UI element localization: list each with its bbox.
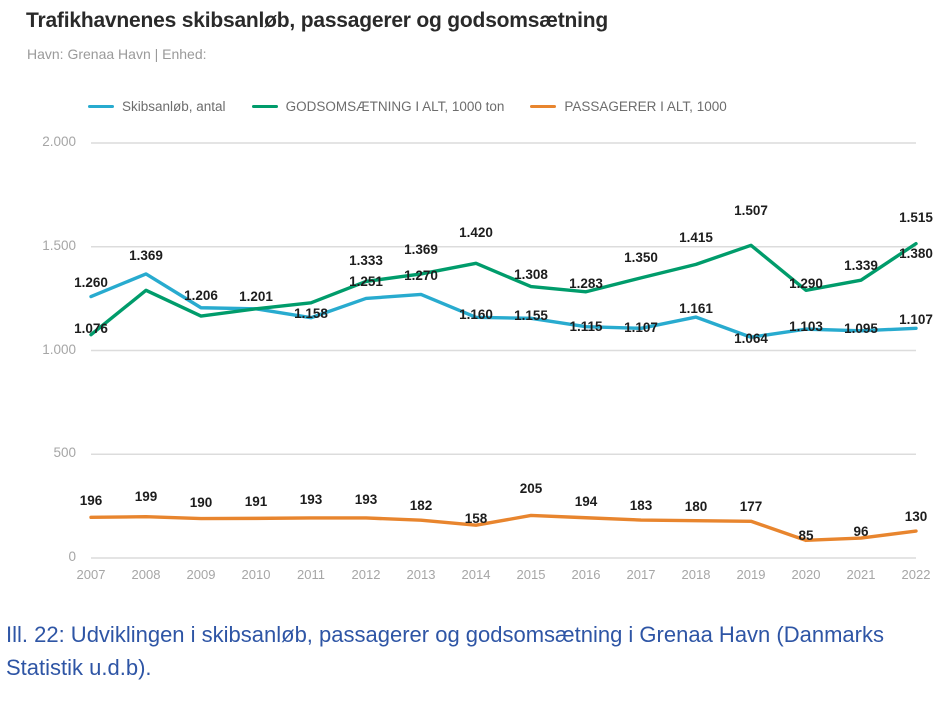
line-swatch-icon: [530, 105, 557, 108]
x-axis-tick-label: 2015: [516, 567, 546, 582]
chart-svg: [89, 142, 918, 559]
plot-area: 0 500 1.000 1.500 2.000 2007 2008 2009 2010 2011 2…: [42, 134, 933, 582]
data-point-label: 1.283: [569, 275, 603, 291]
x-axis-tick-label: 2017: [626, 567, 656, 582]
x-axis-tick-label: 2013: [406, 567, 436, 582]
data-point-label: 96: [853, 524, 869, 540]
data-point-label: 1.333: [349, 253, 383, 269]
data-point-label: 199: [134, 488, 158, 504]
data-point-label: 1.161: [679, 301, 713, 317]
chart-title: Trafikhavnenes skibsanløb, passagerer og…: [26, 9, 609, 32]
legend-label: PASSAGERER I ALT, 1000: [564, 99, 727, 114]
data-point-label: 1.107: [624, 320, 658, 336]
data-point-label: 190: [189, 494, 213, 510]
x-axis-tick-label: 2021: [846, 567, 876, 582]
data-point-label: 1.095: [844, 320, 878, 336]
x-axis-tick-label: 2012: [351, 567, 381, 582]
data-point-label: 130: [904, 509, 928, 525]
chart-card: Trafikhavnenes skibsanløb, passagerer og…: [26, 9, 933, 582]
data-point-label: 205: [519, 481, 543, 497]
chart-subtitle: Havn: Grenaa Havn | Enhed:: [27, 46, 207, 62]
data-point-label: 1.115: [569, 318, 603, 334]
y-axis-tick-label: 2.000: [42, 134, 76, 149]
data-point-label: 1.251: [349, 274, 383, 290]
chart-legend: Skibsanløb, antal GODSOMSÆTNING I ALT, 1…: [88, 99, 727, 114]
data-point-label: 1.380: [899, 245, 933, 261]
data-point-label: 1.308: [514, 266, 548, 282]
data-point-label: 1.260: [74, 274, 108, 290]
x-axis-tick-label: 2010: [241, 567, 271, 582]
data-line-skibsanløb: [89, 272, 918, 339]
data-line-passagerer: [89, 513, 918, 543]
x-axis-tick-label: 2018: [681, 567, 711, 582]
x-axis-tick-label: 2014: [461, 567, 491, 582]
legend-label: Skibsanløb, antal: [122, 99, 226, 114]
data-point-label: 158: [464, 511, 488, 527]
y-axis-tick-label: 0: [68, 549, 76, 564]
data-point-label: 194: [574, 493, 598, 509]
line-swatch-icon: [88, 105, 114, 108]
y-axis-tick-label: 500: [53, 445, 76, 461]
data-point-label: 1.507: [734, 203, 768, 219]
data-point-label: 182: [409, 498, 433, 514]
data-point-label: 1.103: [789, 319, 823, 335]
x-axis-tick-label: 2022: [901, 567, 931, 582]
data-point-label: 193: [299, 491, 323, 507]
data-point-label: 180: [684, 498, 708, 514]
data-point-label: 1.369: [404, 241, 438, 257]
y-axis-tick-label: 1.500: [42, 237, 76, 253]
legend-label: GODSOMSÆTNING I ALT, 1000 ton: [285, 99, 505, 114]
data-point-label: 1.420: [459, 225, 493, 241]
data-point-label: 1.155: [514, 308, 548, 324]
data-point-label: 1.350: [624, 249, 658, 265]
data-point-label: 1.206: [184, 287, 218, 303]
x-axis-tick-label: 2007: [76, 567, 106, 582]
x-axis-tick-label: 2020: [791, 567, 821, 582]
data-point-label: 183: [629, 498, 653, 514]
data-point-label: 193: [354, 491, 378, 507]
data-point-label: 1.415: [679, 230, 713, 246]
data-point-label: 191: [244, 494, 268, 510]
data-point-label: 1.158: [294, 305, 328, 321]
x-axis-tick-label: 2008: [131, 567, 161, 582]
data-point-label: 1.160: [459, 307, 493, 323]
legend-item-godsomsaetning[interactable]: GODSOMSÆTNING I ALT, 1000 ton: [251, 99, 505, 114]
data-point-label: 1.339: [844, 258, 878, 274]
data-point-label: 1.076: [74, 320, 108, 336]
data-point-label: 1.201: [239, 288, 273, 304]
x-axis-tick-label: 2009: [186, 567, 216, 582]
figure-caption: Ill. 22: Udviklingen i skibsanløb, passa…: [6, 622, 884, 680]
legend-item-passagerer[interactable]: PASSAGERER I ALT, 1000: [530, 99, 727, 114]
data-point-label: 85: [798, 528, 814, 544]
data-line-godsomsætning: [89, 241, 918, 337]
data-point-label: 1.290: [789, 276, 823, 292]
y-axis-tick-label: 1.000: [42, 341, 76, 357]
data-point-label: 196: [79, 493, 103, 509]
data-point-label: 1.064: [734, 331, 768, 347]
line-swatch-icon: [251, 105, 278, 108]
data-point-label: 1.107: [899, 312, 933, 328]
data-point-label: 1.515: [899, 209, 933, 225]
x-axis-tick-label: 2019: [736, 567, 766, 582]
x-axis-tick-label: 2011: [297, 567, 325, 582]
legend-item-skibsanloeb[interactable]: Skibsanløb, antal: [88, 99, 226, 114]
x-axis-tick-label: 2016: [571, 567, 601, 582]
data-point-label: 1.369: [129, 247, 163, 263]
data-point-label: 1.270: [404, 268, 438, 284]
data-point-label: 177: [739, 499, 763, 515]
